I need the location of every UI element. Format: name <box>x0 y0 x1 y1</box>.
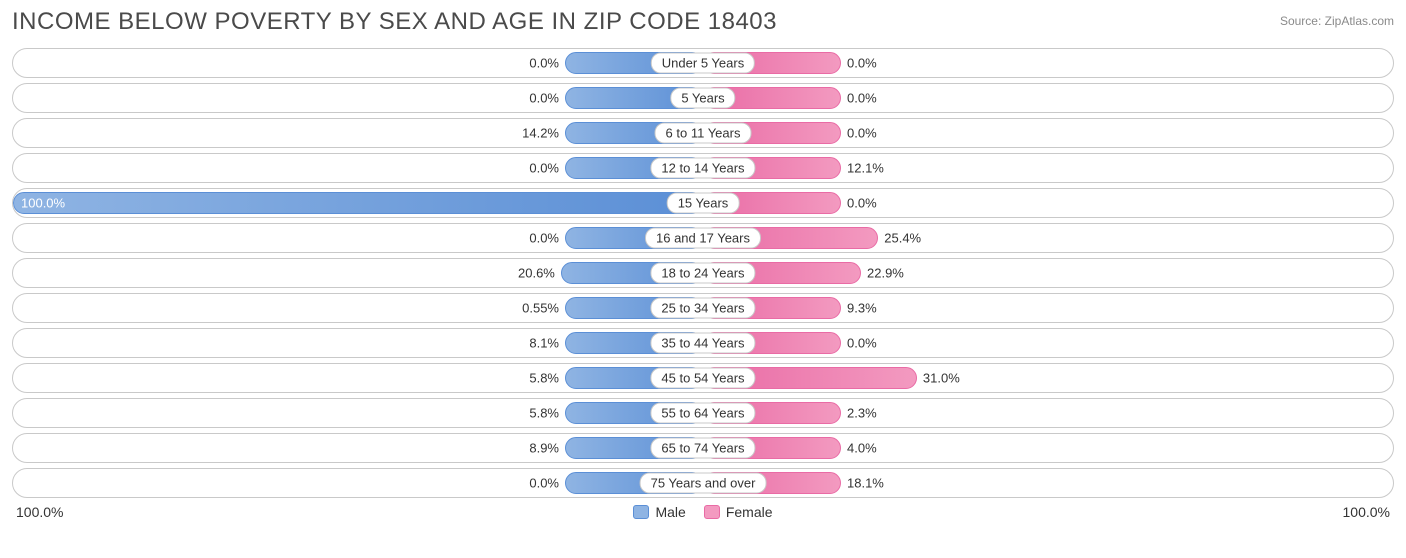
value-label-male: 0.55% <box>522 301 559 316</box>
legend-label-male: Male <box>655 504 685 520</box>
value-label-female: 9.3% <box>847 301 877 316</box>
legend-swatch-female <box>704 505 720 519</box>
category-label: 6 to 11 Years <box>655 123 752 144</box>
chart-row: 5.8% 2.3% 55 to 64 Years <box>12 398 1394 428</box>
value-label-female: 25.4% <box>884 231 921 246</box>
value-label-female: 12.1% <box>847 161 884 176</box>
chart-row: 5.8% 31.0% 45 to 54 Years <box>12 363 1394 393</box>
axis-label-left: 100.0% <box>16 504 63 520</box>
value-label-female: 4.0% <box>847 441 877 456</box>
value-label-female: 0.0% <box>847 91 877 106</box>
chart-row: 0.0% 0.0% Under 5 Years <box>12 48 1394 78</box>
value-label-female: 0.0% <box>847 336 877 351</box>
chart-source: Source: ZipAtlas.com <box>1280 14 1394 28</box>
value-label-female: 0.0% <box>847 56 877 71</box>
value-label-male: 0.0% <box>529 476 559 491</box>
value-label-female: 22.9% <box>867 266 904 281</box>
chart-body: 0.0% 0.0% Under 5 Years 0.0% 0.0% 5 Years 14.2… <box>12 48 1394 498</box>
legend-label-female: Female <box>726 504 773 520</box>
chart-container: INCOME BELOW POVERTY BY SEX AND AGE IN Z… <box>0 0 1406 558</box>
value-label-male: 0.0% <box>529 56 559 71</box>
value-label-male: 5.8% <box>529 371 559 386</box>
chart-row: 14.2% 0.0% 6 to 11 Years <box>12 118 1394 148</box>
category-label: 12 to 14 Years <box>650 158 755 179</box>
category-label: 35 to 44 Years <box>650 333 755 354</box>
category-label: 45 to 54 Years <box>650 368 755 389</box>
value-label-male: 8.9% <box>529 441 559 456</box>
category-label: 18 to 24 Years <box>650 263 755 284</box>
legend-swatch-male <box>633 505 649 519</box>
legend-item-female: Female <box>704 504 773 520</box>
category-label: 16 and 17 Years <box>645 228 761 249</box>
category-label: Under 5 Years <box>651 53 755 74</box>
chart-footer: 100.0% Male Female 100.0% <box>12 504 1394 520</box>
value-label-male: 20.6% <box>518 266 555 281</box>
value-label-male: 0.0% <box>529 91 559 106</box>
legend-item-male: Male <box>633 504 685 520</box>
category-label: 75 Years and over <box>640 473 767 494</box>
chart-row: 0.55% 9.3% 25 to 34 Years <box>12 293 1394 323</box>
chart-row: 8.1% 0.0% 35 to 44 Years <box>12 328 1394 358</box>
value-label-male: 5.8% <box>529 406 559 421</box>
category-label: 25 to 34 Years <box>650 298 755 319</box>
chart-row: 100.0% 0.0% 15 Years <box>12 188 1394 218</box>
chart-title: INCOME BELOW POVERTY BY SEX AND AGE IN Z… <box>12 8 777 36</box>
chart-row: 0.0% 12.1% 12 to 14 Years <box>12 153 1394 183</box>
chart-row: 8.9% 4.0% 65 to 74 Years <box>12 433 1394 463</box>
value-label-male: 14.2% <box>522 126 559 141</box>
chart-header: INCOME BELOW POVERTY BY SEX AND AGE IN Z… <box>12 8 1394 36</box>
category-label: 5 Years <box>670 88 735 109</box>
category-label: 55 to 64 Years <box>650 403 755 424</box>
value-label-female: 0.0% <box>847 126 877 141</box>
category-label: 65 to 74 Years <box>650 438 755 459</box>
bar-male <box>13 192 703 214</box>
value-label-female: 31.0% <box>923 371 960 386</box>
category-label: 15 Years <box>667 193 740 214</box>
value-label-male: 8.1% <box>529 336 559 351</box>
chart-row: 0.0% 18.1% 75 Years and over <box>12 468 1394 498</box>
value-label-male: 0.0% <box>529 161 559 176</box>
chart-row: 20.6% 22.9% 18 to 24 Years <box>12 258 1394 288</box>
value-label-female: 18.1% <box>847 476 884 491</box>
axis-label-right: 100.0% <box>1343 504 1390 520</box>
value-label-male: 0.0% <box>529 231 559 246</box>
legend: Male Female <box>633 504 772 520</box>
value-label-female: 0.0% <box>847 196 877 211</box>
chart-row: 0.0% 0.0% 5 Years <box>12 83 1394 113</box>
chart-row: 0.0% 25.4% 16 and 17 Years <box>12 223 1394 253</box>
value-label-female: 2.3% <box>847 406 877 421</box>
value-label-male: 100.0% <box>21 196 65 211</box>
